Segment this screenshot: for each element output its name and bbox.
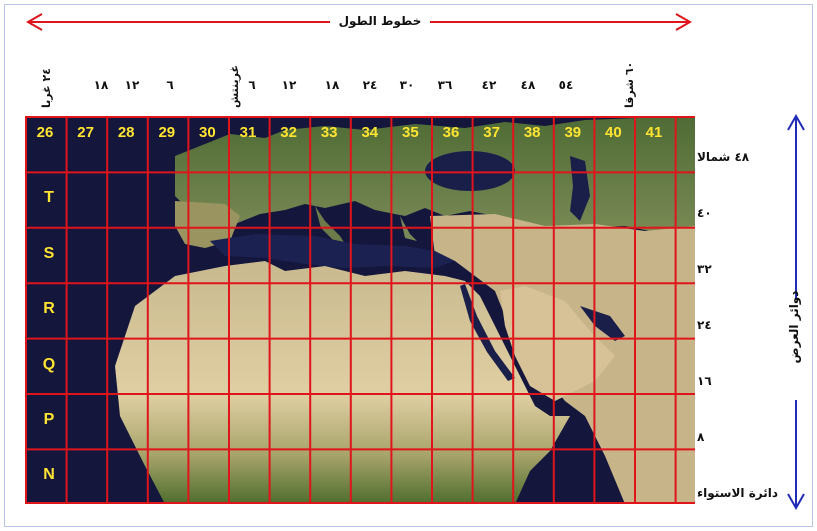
longitude-label-east: ٦٠ شرقا — [623, 61, 636, 108]
band-letter: Q — [42, 355, 56, 373]
latitude-label: ١٦ — [697, 374, 712, 388]
map-area: 26 27 28 29 30 31 32 33 34 35 36 37 38 39 40 41 T S R Q P N — [25, 116, 695, 504]
longitude-label: ٣٠ — [399, 78, 415, 92]
utm-grid — [25, 116, 695, 504]
latitude-label: ٤٠ — [697, 206, 712, 220]
zone-number: 30 — [199, 124, 216, 141]
zone-number: 33 — [320, 124, 338, 141]
zone-number: 41 — [645, 124, 663, 141]
latitude-title: دوائر العرض — [787, 290, 801, 364]
longitude-label: ٥٤ — [558, 78, 574, 92]
band-letter: N — [43, 466, 55, 484]
latitude-label: ٨ — [697, 430, 705, 444]
longitude-label: ١٨ — [93, 78, 109, 92]
longitude-label: ١٨ — [324, 78, 340, 92]
longitude-label-west: ٢٤ غربا — [40, 68, 53, 108]
zone-number: 32 — [280, 124, 297, 141]
figure-frame — [4, 4, 813, 527]
longitude-label: ٦ — [248, 78, 256, 92]
band-letter: T — [44, 189, 54, 207]
zone-number: 31 — [239, 124, 257, 141]
zone-number: 37 — [483, 124, 500, 141]
longitude-label: ٣٦ — [437, 78, 453, 92]
zone-number: 40 — [605, 124, 622, 141]
zone-number: 36 — [442, 124, 460, 141]
longitude-label: ٢٤ — [362, 78, 378, 92]
longitude-title: خطوط الطول — [330, 14, 430, 28]
longitude-label: ١٢ — [281, 78, 297, 92]
zone-number: 28 — [117, 124, 135, 141]
zone-number: 26 — [36, 124, 54, 141]
longitude-label: ١٢ — [124, 78, 140, 92]
zone-number: 34 — [361, 124, 379, 141]
latitude-title-wrapper: دوائر العرض — [783, 291, 803, 400]
band-letter: S — [43, 244, 55, 262]
latitude-label: ٢٤ — [697, 318, 712, 332]
band-letter: P — [43, 411, 55, 428]
latitude-label: ٤٨ شمالا — [697, 150, 750, 164]
zone-number: 35 — [402, 124, 419, 141]
longitude-label-greenwich: غرينتش — [228, 64, 241, 108]
latitude-label: دائرة الاستواء — [697, 486, 779, 500]
zone-number: 27 — [77, 124, 94, 141]
longitude-label: ٦ — [166, 78, 174, 92]
zone-number: 39 — [564, 124, 582, 141]
longitude-label: ٤٨ — [520, 78, 536, 92]
longitude-label: ٤٢ — [481, 78, 497, 92]
band-letter: R — [43, 300, 55, 318]
zone-number: 29 — [158, 124, 176, 141]
latitude-label: ٣٢ — [697, 262, 712, 276]
zone-number: 38 — [523, 124, 541, 141]
